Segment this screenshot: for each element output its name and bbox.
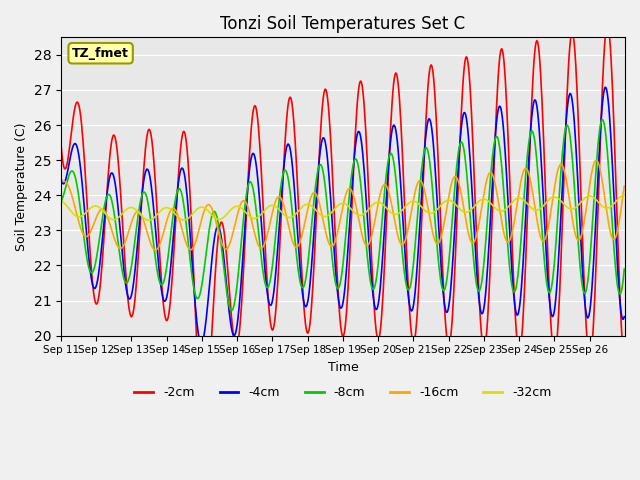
-32cm [401, 204, 409, 209]
Title: Tonzi Soil Temperatures Set C: Tonzi Soil Temperatures Set C [220, 15, 465, 33]
-8cm [227, 308, 235, 313]
-16cm [433, 241, 441, 247]
-4cm [620, 314, 628, 320]
Legend: -2cm, -4cm, -8cm, -16cm, -32cm: -2cm, -4cm, -8cm, -16cm, -32cm [129, 381, 557, 404]
-4cm [227, 324, 235, 330]
-2cm [620, 357, 628, 363]
-4cm [197, 340, 205, 346]
-16cm [152, 247, 159, 253]
-2cm [200, 420, 208, 425]
X-axis label: Time: Time [328, 361, 358, 374]
Text: TZ_fmet: TZ_fmet [72, 47, 129, 60]
Line: -32cm: -32cm [61, 195, 624, 220]
-32cm [255, 213, 263, 219]
-2cm [255, 134, 263, 140]
-4cm [401, 257, 409, 263]
Line: -8cm: -8cm [61, 120, 624, 311]
-8cm [598, 117, 606, 122]
-32cm [57, 198, 65, 204]
Line: -2cm: -2cm [61, 24, 624, 422]
-4cm [602, 84, 609, 90]
-2cm [57, 140, 65, 145]
-2cm [433, 131, 441, 137]
Line: -4cm: -4cm [61, 87, 624, 343]
-8cm [57, 199, 65, 204]
-2cm [401, 221, 409, 227]
-8cm [227, 307, 234, 312]
-16cm [276, 195, 284, 201]
-4cm [276, 205, 284, 211]
-16cm [57, 179, 65, 184]
-8cm [620, 266, 628, 272]
-32cm [145, 217, 153, 223]
-8cm [255, 236, 263, 242]
-16cm [593, 157, 600, 163]
-32cm [433, 207, 441, 213]
-8cm [276, 186, 284, 192]
-2cm [227, 312, 235, 318]
-2cm [276, 228, 284, 233]
-4cm [57, 175, 65, 180]
-2cm [604, 22, 611, 27]
-32cm [123, 206, 131, 212]
-32cm [620, 192, 628, 198]
-32cm [227, 206, 235, 212]
-32cm [276, 208, 284, 214]
-8cm [401, 277, 409, 283]
-16cm [123, 234, 131, 240]
-16cm [401, 237, 409, 243]
Line: -16cm: -16cm [61, 160, 624, 250]
-16cm [620, 183, 628, 189]
-2cm [123, 287, 131, 292]
Y-axis label: Soil Temperature (C): Soil Temperature (C) [15, 122, 28, 251]
-4cm [255, 192, 263, 198]
-4cm [433, 195, 441, 201]
-8cm [123, 280, 131, 286]
-8cm [433, 242, 441, 248]
-16cm [227, 236, 235, 242]
-4cm [123, 290, 131, 296]
-16cm [255, 244, 263, 250]
